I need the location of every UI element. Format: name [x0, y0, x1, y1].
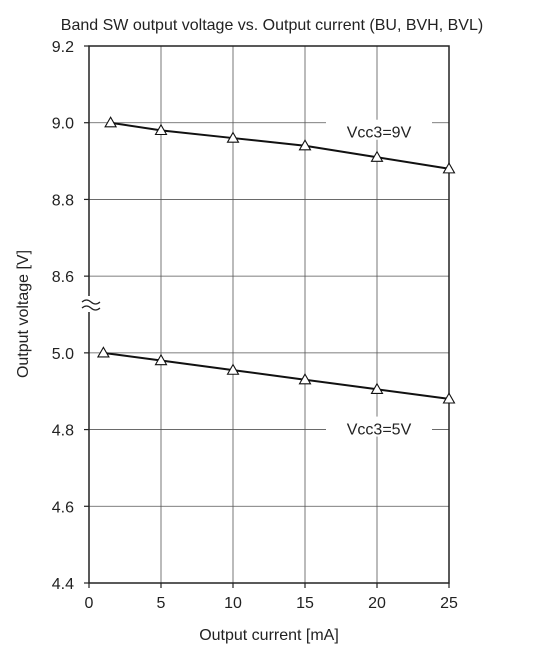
series-label-background [326, 119, 432, 140]
data-point-marker [298, 139, 312, 151]
series-label: Vcc3=9V [347, 125, 412, 142]
data-point-marker [442, 162, 456, 174]
data-point-marker [104, 116, 118, 128]
x-axis-label: Output current [mA] [199, 627, 339, 644]
x-tick-label: 20 [368, 595, 386, 612]
series-line [103, 351, 450, 400]
y-tick-label: 8.6 [52, 269, 74, 286]
data-point-marker [298, 373, 312, 385]
series-line [110, 121, 450, 170]
series-labels: Vcc3=9V Vcc3=5V [326, 119, 432, 439]
y-tick-labels: 9.2 9.0 8.8 8.6 5.0 4.8 4.6 4.4 [52, 39, 89, 593]
plot-frame [88, 45, 450, 584]
y-tick-label: 4.8 [52, 423, 74, 440]
data-point-marker [226, 363, 240, 375]
x-tick-label: 15 [296, 595, 314, 612]
axis-break-icon [80, 296, 102, 312]
x-tick-label: 25 [440, 595, 458, 612]
grid-lines [89, 46, 449, 583]
y-tick-label: 9.0 [52, 116, 74, 133]
x-tick-label: 5 [157, 595, 166, 612]
chart-title: Band SW output voltage vs. Output curren… [61, 17, 483, 34]
data-point-marker [154, 353, 168, 366]
data-point-marker [154, 123, 168, 136]
y-tick-label: 9.2 [52, 39, 74, 56]
data-series [96, 116, 456, 404]
x-tick-labels: 0 5 10 15 20 25 [85, 583, 458, 612]
data-point-marker [442, 392, 456, 404]
y-tick-label: 4.6 [52, 499, 74, 516]
series-label-background [326, 416, 432, 437]
data-point-marker [370, 150, 384, 162]
data-point-marker [226, 131, 240, 143]
x-tick-label: 0 [85, 595, 94, 612]
series-label: Vcc3=5V [347, 422, 412, 439]
y-tick-label: 4.4 [52, 576, 74, 593]
y-axis-label: Output voltage [V] [15, 250, 32, 378]
y-tick-label: 5.0 [52, 346, 74, 363]
data-point-marker [96, 346, 110, 358]
x-tick-label: 10 [224, 595, 242, 612]
data-point-marker [370, 382, 384, 394]
y-tick-label: 8.8 [52, 192, 74, 209]
